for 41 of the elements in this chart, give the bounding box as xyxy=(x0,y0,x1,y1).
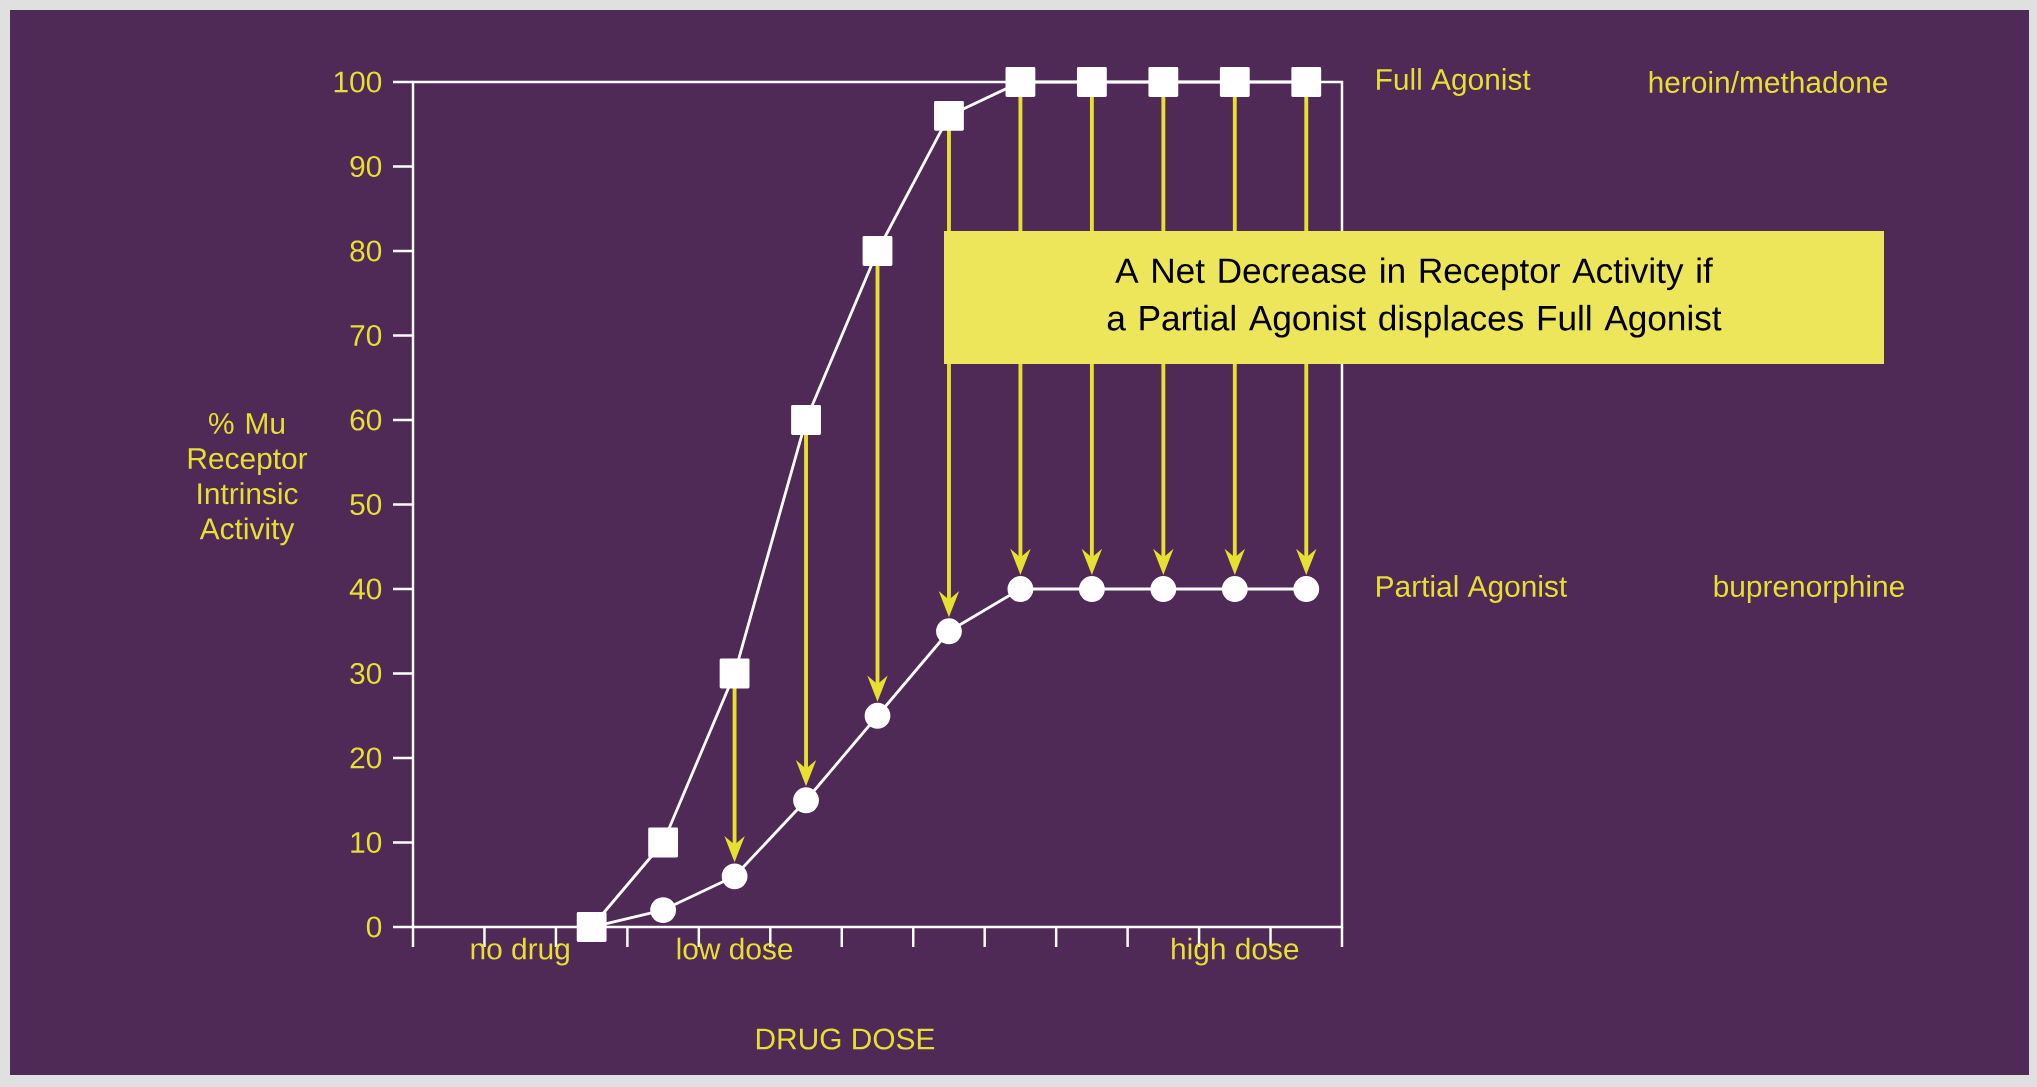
point xyxy=(1076,67,1107,97)
x-tick-label: no drug xyxy=(471,937,569,966)
y-tick-label: 40 xyxy=(349,578,382,600)
text: buprenorphine xyxy=(1714,575,1904,603)
y-tick-label: 60 xyxy=(350,409,382,431)
point xyxy=(793,787,819,814)
annotation: A Net Decrease in Receptor Activity if a Partial Agonist displaces Full Agonist xyxy=(1107,257,1722,338)
y-tick-label: 90 xyxy=(350,155,382,178)
x-axis-title: DRUG DOSE xyxy=(756,1028,935,1050)
point xyxy=(864,702,891,729)
point xyxy=(719,658,750,689)
point xyxy=(1148,67,1179,97)
point xyxy=(936,618,962,645)
series-label: Full Agonist xyxy=(1377,68,1531,96)
point xyxy=(1293,576,1320,602)
point xyxy=(1219,67,1250,97)
y-tick-label: 30 xyxy=(350,662,382,685)
y-tick-label: 0 xyxy=(366,916,382,938)
point xyxy=(1078,576,1105,602)
y-tick-label: 80 xyxy=(350,240,382,262)
point xyxy=(1291,67,1322,97)
point xyxy=(1150,576,1177,602)
legend-label: Partial Agonist xyxy=(1377,575,1568,603)
point xyxy=(934,100,964,131)
text: heroin/methadone xyxy=(1649,71,1888,93)
y-tick-label: 10 xyxy=(351,831,382,854)
point xyxy=(1005,67,1036,97)
point xyxy=(862,236,893,266)
y-tick-label: 70 xyxy=(350,324,382,347)
y-tick-label: 20 xyxy=(350,747,382,769)
y-tick-label: 50 xyxy=(350,493,382,516)
point xyxy=(650,897,677,924)
point xyxy=(791,405,821,435)
point xyxy=(1221,576,1248,602)
x-tick-label: high dose xyxy=(1172,937,1299,966)
x-tick-label: low dose xyxy=(677,937,793,960)
y-axis-title: % Mu Receptor Intrinsic Activity xyxy=(188,412,308,546)
y-tick-label: 100 xyxy=(334,71,382,93)
point xyxy=(1007,576,1034,602)
point xyxy=(721,863,748,890)
point xyxy=(648,827,679,858)
